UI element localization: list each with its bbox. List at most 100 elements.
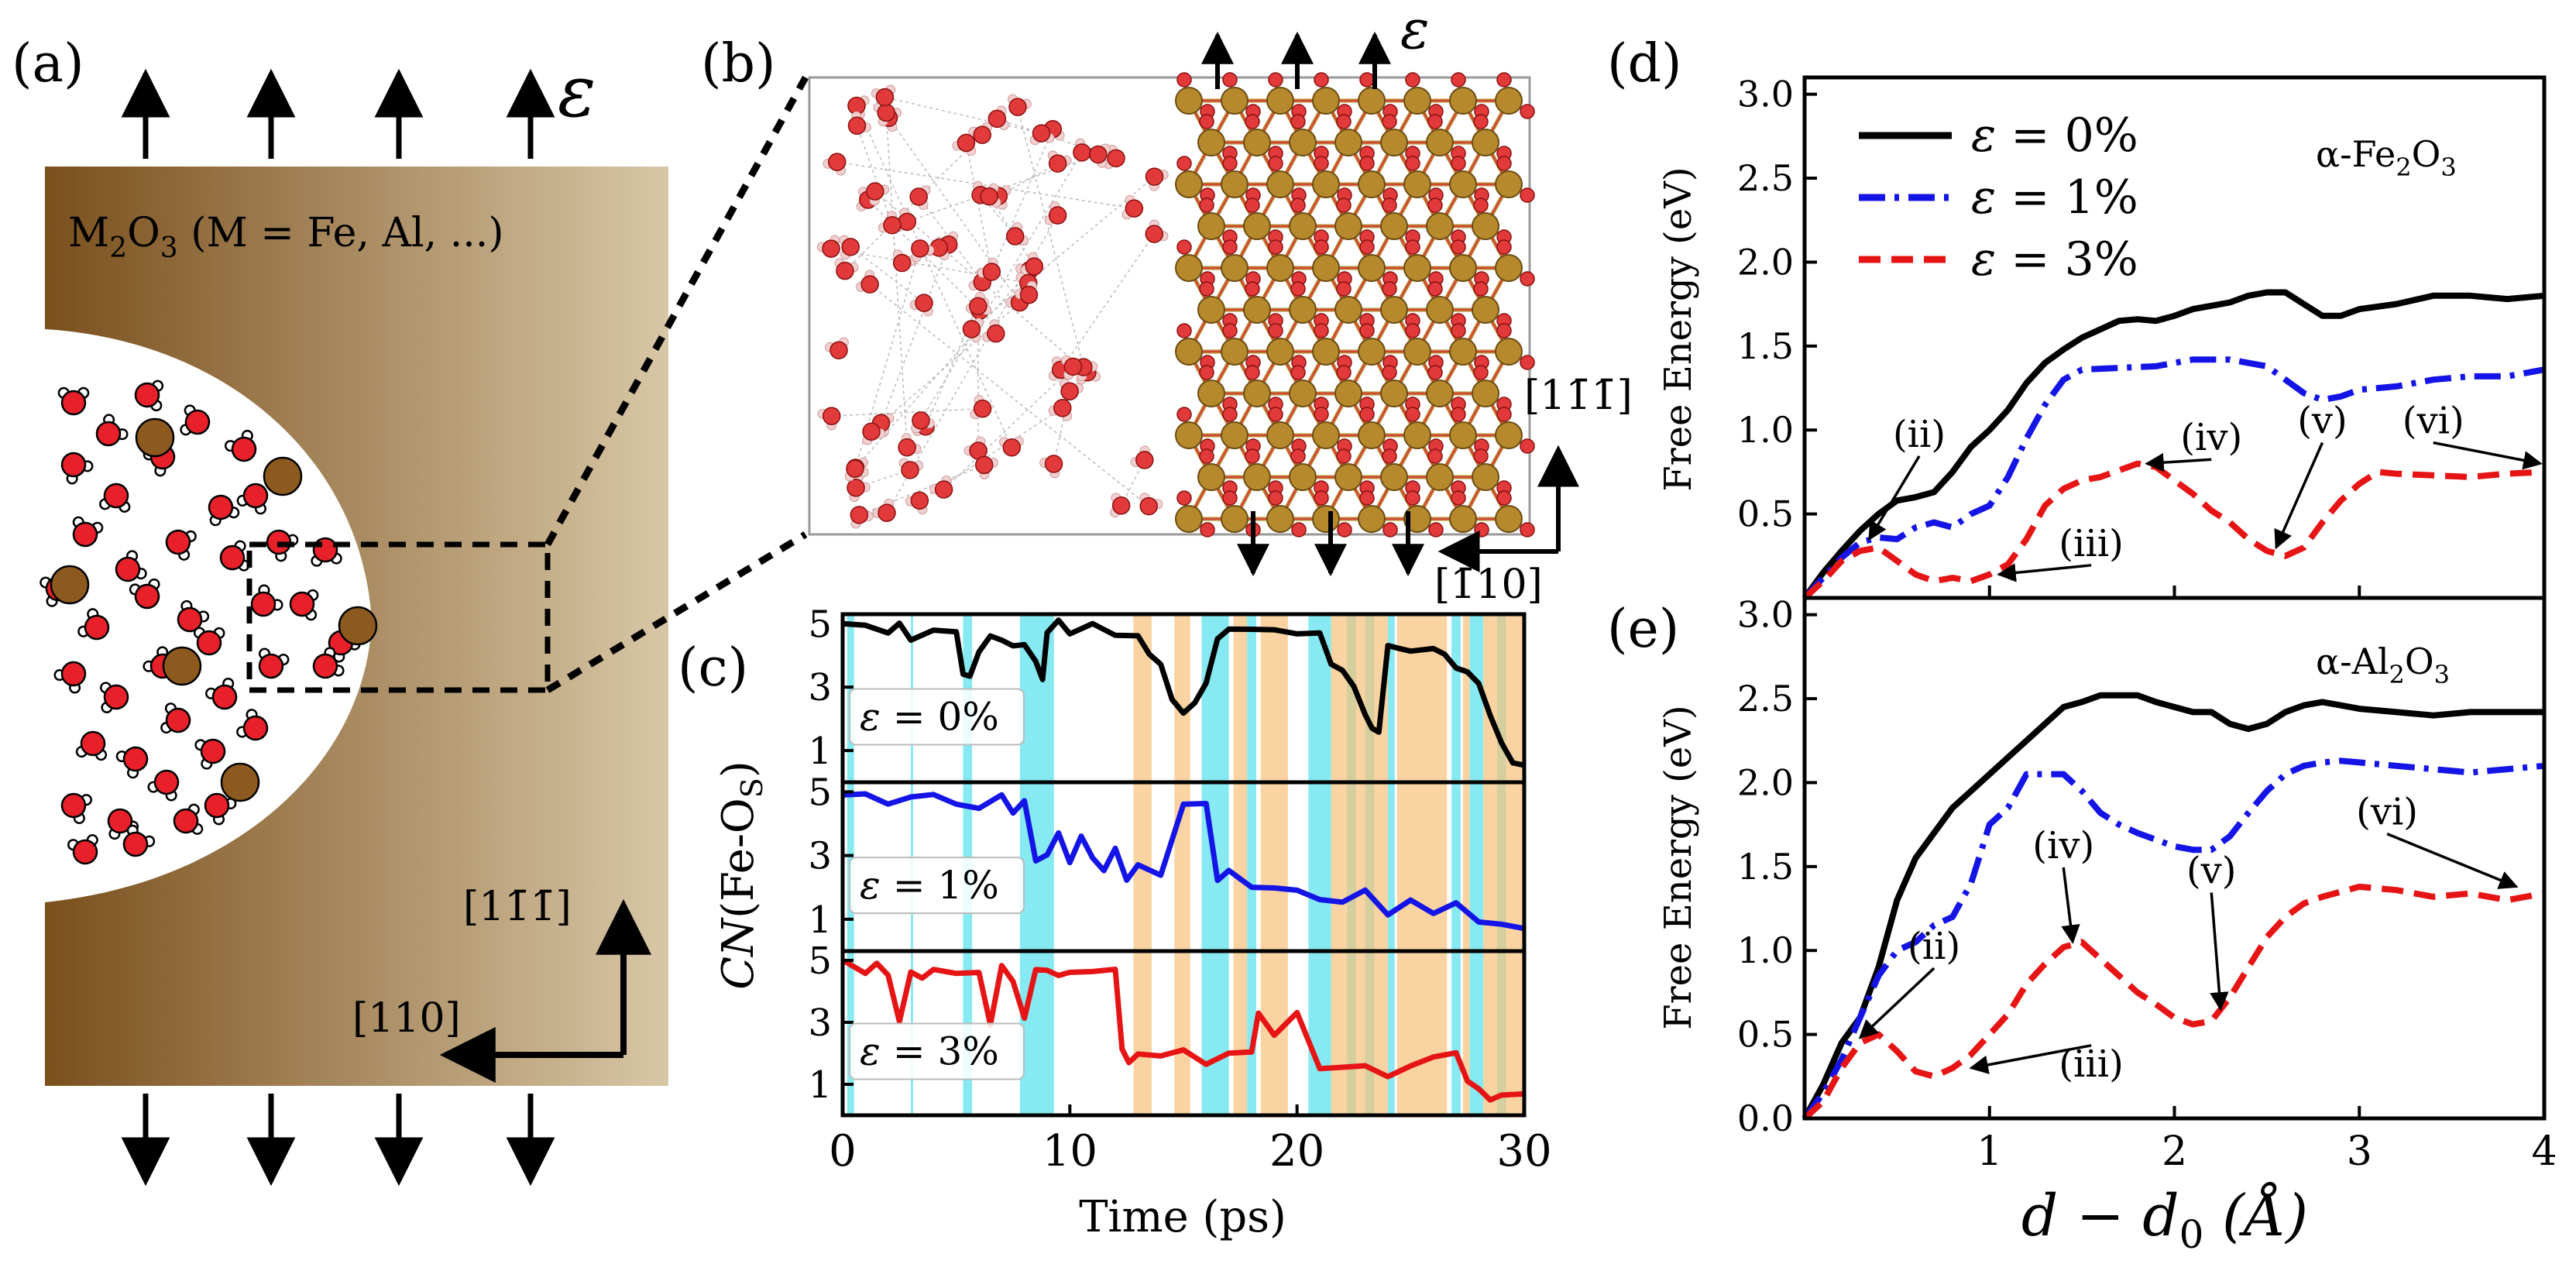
oxygen-atom — [165, 529, 191, 555]
x-tick-label: 20 — [1269, 1126, 1324, 1176]
lattice-oxygen — [1473, 365, 1489, 380]
metal-atom — [1289, 129, 1317, 156]
metal-atom — [1312, 338, 1340, 366]
water-oxygen — [1089, 145, 1108, 164]
lattice-oxygen — [1336, 448, 1352, 464]
metal-atom — [1495, 87, 1523, 115]
water-oxygen — [909, 187, 928, 206]
oxygen-atom — [165, 707, 191, 733]
free-energy-line — [1801, 692, 2544, 1120]
lattice-oxygen — [1268, 490, 1283, 506]
lattice-oxygen — [1405, 323, 1420, 338]
legend-symbol: ε — [1971, 170, 1996, 225]
oxygen-atom — [115, 556, 141, 582]
water-oxygen — [822, 407, 841, 425]
free-energy-plot-al: 0.00.51.01.52.02.53.01 2 3 4(ii)(iii)(iv)(v… — [1737, 594, 2557, 1175]
metal-atom — [1426, 212, 1454, 240]
metal-atom — [1403, 505, 1431, 533]
lattice-oxygen — [1314, 407, 1329, 422]
y-tick-label: 1.5 — [1737, 325, 1794, 367]
panel-d: (d) 0.5 1.0 1.5 2.0 2.5 3.0 (ii) (iii) (iv) (v) (v… — [1607, 33, 2547, 600]
metal-atom — [1221, 254, 1249, 282]
orange-band — [1174, 951, 1190, 1115]
lattice-oxygen — [1382, 114, 1397, 129]
lattice-oxygen — [1245, 198, 1260, 213]
cn-legend-box — [849, 1022, 1025, 1080]
lattice-oxygen — [1314, 72, 1329, 88]
cyan-band — [1451, 951, 1461, 1115]
metal-atom — [1266, 170, 1294, 198]
water-molecule — [165, 529, 197, 561]
metal-atom — [1334, 129, 1362, 156]
y-tick-label: 1 — [808, 1063, 832, 1107]
orange-band — [1396, 951, 1448, 1115]
lattice-oxygen — [1405, 239, 1420, 255]
water-molecule — [258, 647, 290, 679]
oxygen-atom — [173, 808, 199, 834]
panel-label-b: (b) — [701, 33, 776, 94]
water-molecule — [177, 599, 210, 633]
lattice-oxygen — [1222, 72, 1238, 88]
lattice-oxygen — [1405, 156, 1420, 171]
lattice-oxygen — [1359, 490, 1375, 506]
lattice-oxygen — [1451, 490, 1466, 506]
oxygen-atom — [122, 831, 149, 857]
cyan-band — [1469, 782, 1484, 951]
metal-atom — [1221, 421, 1249, 449]
x-tick-label: 1 — [1977, 1128, 2002, 1175]
lattice-oxygen — [1268, 239, 1283, 255]
water-oxygen — [1048, 154, 1067, 173]
orange-band — [1133, 614, 1152, 782]
lattice-oxygen — [1200, 522, 1215, 538]
water-oxygen — [957, 133, 976, 153]
oxygen-atom — [196, 630, 222, 656]
water-molecule — [67, 833, 98, 865]
lattice-oxygen — [1382, 522, 1398, 538]
metal-atom — [1266, 338, 1294, 366]
lattice-oxygen — [1428, 522, 1444, 538]
lattice-oxygen — [1473, 281, 1489, 297]
hydrogen-bond — [831, 407, 983, 417]
lattice-oxygen — [1268, 72, 1283, 88]
metal-atom — [1449, 87, 1477, 115]
metal-atom — [1289, 296, 1317, 324]
lattice-oxygen — [1382, 365, 1397, 380]
x-tick-label: 0 — [829, 1126, 857, 1176]
water-oxygen — [901, 461, 919, 479]
lattice-oxygen — [1520, 187, 1535, 203]
free-energy-y-label-d: Free Energy (eV) — [1657, 167, 1700, 491]
x-tick-label: 4 — [2531, 1128, 2557, 1175]
oxygen-atom — [211, 684, 238, 710]
orange-band — [1483, 951, 1524, 1115]
lattice-oxygen — [1199, 198, 1214, 213]
metal-atom — [1449, 505, 1477, 533]
water-molecule — [60, 452, 94, 485]
metal-atom — [1289, 212, 1317, 240]
metal-atom — [1334, 463, 1362, 491]
lattice-oxygen — [1337, 522, 1352, 538]
lattice-oxygen — [1222, 490, 1238, 506]
orange-band — [1260, 782, 1288, 951]
annotation-arrow — [2061, 867, 2080, 944]
annotation-arrow — [2145, 452, 2212, 472]
metal-atom — [1221, 338, 1249, 366]
hydrogen-bond — [880, 244, 950, 424]
lattice-oxygen — [1359, 72, 1375, 88]
hydrogen-bond — [856, 125, 893, 225]
oxygen-atom — [72, 839, 98, 865]
panel-label-e: (e) — [1607, 599, 1679, 660]
plot-title-al: α-Al2O3 — [2316, 641, 2450, 689]
oxygen-atom — [84, 614, 110, 641]
water-oxygen — [847, 116, 867, 136]
orange-band — [1331, 782, 1388, 951]
oxygen-atom — [231, 436, 257, 462]
annotation-arrow — [2433, 441, 2543, 470]
metal-ion — [135, 417, 175, 458]
lattice-oxygen — [1427, 448, 1443, 464]
annotation-label: (vi) — [2403, 400, 2464, 443]
lattice-oxygen — [1199, 281, 1214, 297]
water-molecule — [180, 404, 211, 436]
oxygen-atom — [312, 653, 338, 679]
